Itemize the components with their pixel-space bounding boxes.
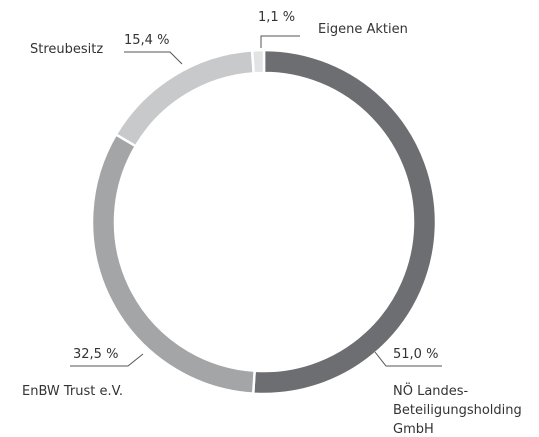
value-label: 32,5 % [73, 347, 119, 362]
donut-segment [250, 48, 266, 75]
category-label: EnBW Trust e.V. [22, 384, 123, 399]
donut-segment [114, 49, 256, 148]
leader-line [70, 353, 144, 367]
leader-line [374, 351, 442, 367]
value-label: 51,0 % [393, 347, 439, 362]
category-label: Eigene Aktien [318, 22, 408, 37]
category-label: Streubesitz [30, 42, 104, 57]
value-label: 1,1 % [258, 10, 296, 25]
leader-line [260, 35, 300, 48]
donut-segment [251, 48, 438, 396]
leader-line [124, 51, 183, 65]
value-label: 15,4 % [124, 33, 170, 48]
category-label: NÖ Landes- Beteiligungsholding GmbH [393, 384, 522, 437]
